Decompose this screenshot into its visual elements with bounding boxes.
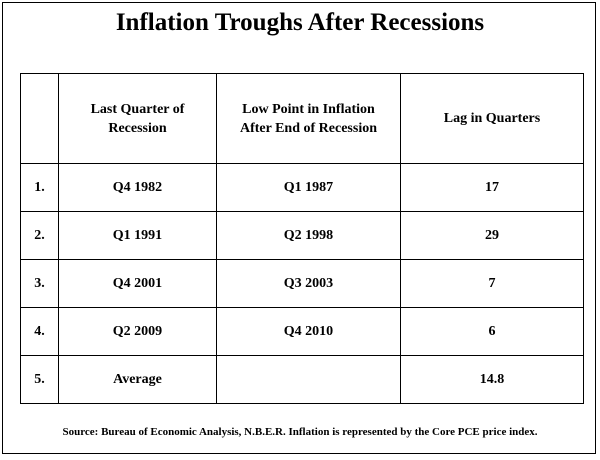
row-lag: 29 — [400, 211, 584, 260]
header-last-quarter: Last Quarter of Recession — [58, 73, 217, 164]
row-low-point: Q2 1998 — [216, 211, 401, 260]
average-lag: 14.8 — [400, 355, 584, 404]
table-row: 1. Q4 1982 Q1 1987 17 — [20, 163, 584, 212]
header-low-point-line2: After End of Recession — [239, 120, 377, 136]
table-row: 3. Q4 2001 Q3 2003 7 — [20, 259, 584, 308]
row-index: 4. — [20, 307, 59, 356]
figure-frame — [2, 2, 596, 454]
table-row: 2. Q1 1991 Q2 1998 29 — [20, 211, 584, 260]
row-low-point: Q1 1987 — [216, 163, 401, 212]
row-last-quarter: Q4 1982 — [58, 163, 217, 212]
row-lag: 6 — [400, 307, 584, 356]
inflation-troughs-table: Last Quarter of Recession Low Point in I… — [20, 73, 584, 404]
average-label: Average — [58, 355, 217, 404]
average-row: 5. Average 14.8 — [20, 355, 584, 404]
header-last-quarter-line1: Last Quarter of — [90, 101, 185, 117]
row-last-quarter: Q4 2001 — [58, 259, 217, 308]
header-low-point-line1: Low Point in Inflation — [242, 101, 375, 117]
header-index — [20, 73, 59, 164]
header-lag: Lag in Quarters — [400, 73, 584, 164]
row-low-point: Q3 2003 — [216, 259, 401, 308]
row-lag: 17 — [400, 163, 584, 212]
row-lag: 7 — [400, 259, 584, 308]
row-index: 2. — [20, 211, 59, 260]
row-low-point: Q4 2010 — [216, 307, 401, 356]
header-low-point: Low Point in Inflation After End of Rece… — [216, 73, 401, 164]
average-index: 5. — [20, 355, 59, 404]
table-row: 4. Q2 2009 Q4 2010 6 — [20, 307, 584, 356]
row-index: 1. — [20, 163, 59, 212]
row-index: 3. — [20, 259, 59, 308]
row-last-quarter: Q1 1991 — [58, 211, 217, 260]
header-last-quarter-line2: Recession — [108, 120, 167, 136]
figure-title: Inflation Troughs After Recessions — [115, 9, 485, 36]
table-header-row: Last Quarter of Recession Low Point in I… — [20, 73, 584, 164]
average-low-point — [216, 355, 401, 404]
source-note: Source: Bureau of Economic Analysis, N.B… — [62, 426, 538, 438]
row-last-quarter: Q2 2009 — [58, 307, 217, 356]
